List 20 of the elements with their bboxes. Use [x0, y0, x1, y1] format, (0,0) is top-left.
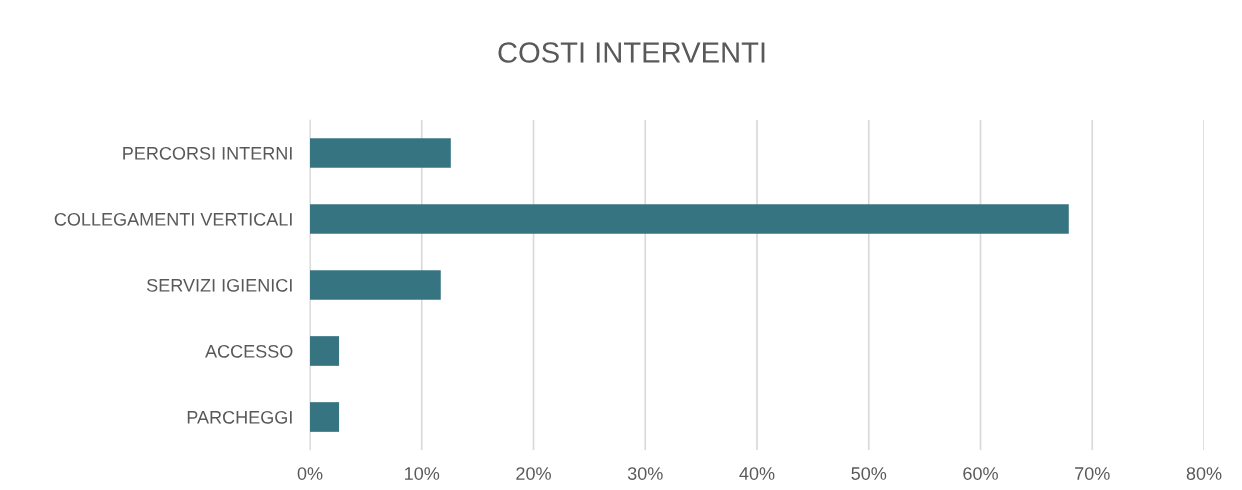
x-tick-label: 40%	[739, 467, 775, 480]
bar	[310, 270, 441, 300]
x-tick-label: 0%	[297, 467, 323, 480]
x-tick-label: 20%	[516, 467, 551, 480]
x-tick-label: 80%	[1186, 467, 1222, 480]
x-tick-label: 70%	[1075, 467, 1110, 480]
y-tick-label: SERVIZI IGIENICI	[146, 278, 292, 292]
x-tick-label: 10%	[405, 467, 440, 480]
chart-title: COSTI INTERVENTI	[498, 42, 765, 63]
x-tick-label: 60%	[963, 467, 998, 480]
bar	[310, 204, 1069, 234]
y-tick-label: PARCHEGGI	[187, 410, 292, 424]
y-tick-label: COLLEGAMENTI VERTICALI	[54, 212, 292, 226]
bar	[310, 402, 340, 432]
x-tick-label: 50%	[851, 467, 887, 480]
bar	[310, 138, 451, 168]
y-tick-label: PERCORSI INTERNI	[123, 146, 292, 160]
y-tick-label: ACCESSO	[205, 344, 293, 358]
x-tick-label: 30%	[627, 467, 663, 480]
bar	[310, 336, 340, 366]
